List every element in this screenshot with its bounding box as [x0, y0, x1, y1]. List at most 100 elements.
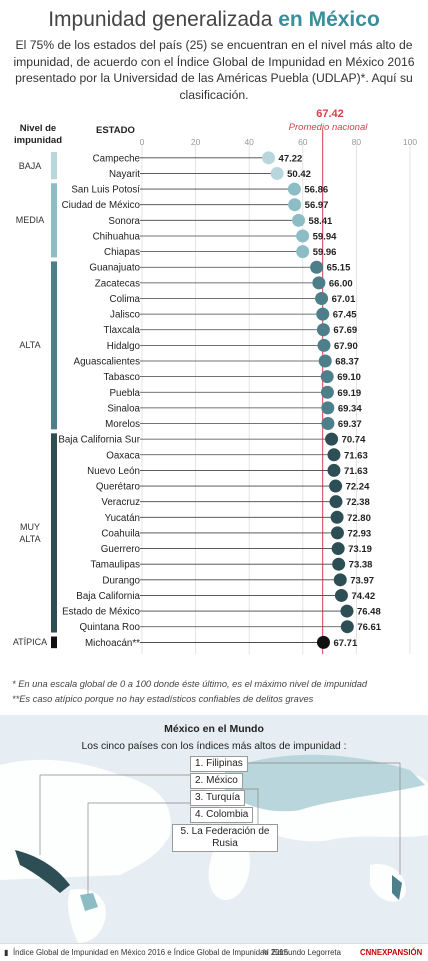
philippines-shape [392, 875, 402, 900]
value-label: 56.86 [304, 185, 328, 196]
state-label: Chihuahua [93, 231, 141, 242]
world-map [0, 754, 428, 943]
state-dot [292, 213, 306, 227]
x-tick-label: 100 [403, 137, 417, 147]
estado-header: ESTADO [96, 125, 135, 136]
state-dot [330, 526, 344, 540]
value-label: 72.24 [346, 482, 370, 493]
state-label: Guanajuato [89, 263, 140, 274]
footer-author: Edmundo Legorreta [272, 948, 341, 957]
value-label: 71.63 [344, 450, 368, 461]
x-tick-label: 80 [352, 137, 362, 147]
state-label: Ciudad de México [62, 200, 141, 211]
country-colombia: 4. Colombia [190, 807, 254, 823]
country-mexico: 2. México [190, 773, 243, 789]
state-dot [329, 479, 343, 493]
x-tick-label: 60 [298, 137, 308, 147]
state-dot [329, 495, 343, 509]
level-label: ALTA [19, 340, 41, 351]
value-label: 65.15 [327, 263, 351, 274]
state-label: Durango [102, 575, 140, 586]
value-label: 66.00 [329, 278, 353, 289]
state-label: Michoacán** [85, 638, 140, 649]
state-dot [321, 401, 335, 415]
value-label: 73.19 [348, 544, 372, 555]
level-band-media [51, 183, 57, 258]
value-label: 70.74 [342, 435, 366, 446]
state-dot [262, 151, 276, 165]
level-band-baja [51, 152, 57, 180]
state-label: Tamaulipas [90, 560, 140, 571]
value-label: 68.37 [335, 357, 359, 368]
footer-source: Índice Global de Impunidad en México 201… [13, 948, 289, 957]
level-band-muy-alta [51, 433, 57, 633]
value-label: 56.97 [305, 200, 329, 211]
value-label: 74.42 [351, 591, 375, 602]
value-label: 67.71 [333, 638, 357, 649]
value-label: 47.22 [279, 153, 303, 164]
value-label: 67.69 [333, 325, 357, 336]
pencil-icon: ✎ [262, 948, 269, 957]
state-dot [334, 588, 348, 602]
footer: ▮ Índice Global de Impunidad en México 2… [0, 943, 428, 961]
state-dot [296, 229, 310, 243]
value-label: 71.63 [344, 466, 368, 477]
state-label: Coahuila [101, 528, 140, 539]
value-label: 72.38 [346, 497, 370, 508]
colombia-shape [80, 893, 98, 911]
state-label: Puebla [109, 388, 140, 399]
value-label: 73.38 [349, 560, 373, 571]
state-dot [330, 510, 344, 524]
value-label: 67.01 [332, 294, 356, 305]
state-dot [340, 604, 354, 618]
value-label: 76.48 [357, 607, 381, 618]
state-label: San Luis Potosí [71, 185, 140, 196]
value-label: 72.80 [347, 513, 371, 524]
x-tick-label: 40 [244, 137, 254, 147]
state-label: Baja California Sur [58, 435, 140, 446]
state-dot [325, 432, 339, 446]
value-label: 73.97 [350, 575, 374, 586]
world-map-section: México en el Mundo Los cinco países con … [0, 715, 428, 943]
value-label: 59.96 [313, 247, 337, 258]
state-label: Zacatecas [95, 278, 140, 289]
state-dot [321, 417, 335, 431]
footer-brand: CNNEXPANSIÓN [360, 948, 423, 957]
value-label: 67.45 [333, 310, 357, 321]
state-dot [316, 323, 330, 337]
state-label: Querétaro [96, 482, 141, 493]
state-label: Quintana Roo [80, 622, 141, 633]
average-value: 67.42 [316, 108, 344, 120]
level-label: MEDIA [15, 215, 45, 226]
state-label: Chiapas [104, 247, 140, 258]
state-label: Tlaxcala [104, 325, 141, 336]
state-dot [315, 291, 329, 305]
level-label: BAJA [18, 160, 42, 171]
state-dot [316, 307, 330, 321]
state-label: Yucatán [105, 513, 140, 524]
value-label: 50.42 [287, 169, 311, 180]
state-dot [318, 354, 332, 368]
x-tick-label: 20 [191, 137, 201, 147]
value-label: 69.34 [338, 403, 362, 414]
state-label: Estado de México [62, 607, 140, 618]
state-label: Morelos [105, 419, 140, 430]
nivel-header: Nivel de impunidad [13, 123, 63, 146]
x-tick-label: 0 [140, 137, 145, 147]
state-dot [327, 463, 341, 477]
state-label: Colima [110, 294, 141, 305]
state-dot [327, 448, 341, 462]
state-label: Campeche [93, 153, 141, 164]
value-label: 76.61 [357, 622, 381, 633]
value-label: 69.37 [338, 419, 362, 430]
state-dot [320, 385, 334, 399]
state-dot [287, 182, 301, 196]
state-label: Baja California [76, 591, 140, 602]
state-dot [312, 276, 326, 290]
state-dot [288, 198, 302, 212]
impunity-chart: 0 20 40 60 80 100 Campeche 47.22 Nayarit 50.42 San… [51, 130, 417, 655]
state-label: Hidalgo [107, 341, 141, 352]
map-subtitle: Los cinco países con los índices más alt… [81, 741, 347, 752]
level-label: MUY ALTA [19, 521, 41, 544]
footer-chart-icon: ▮ [4, 948, 9, 957]
